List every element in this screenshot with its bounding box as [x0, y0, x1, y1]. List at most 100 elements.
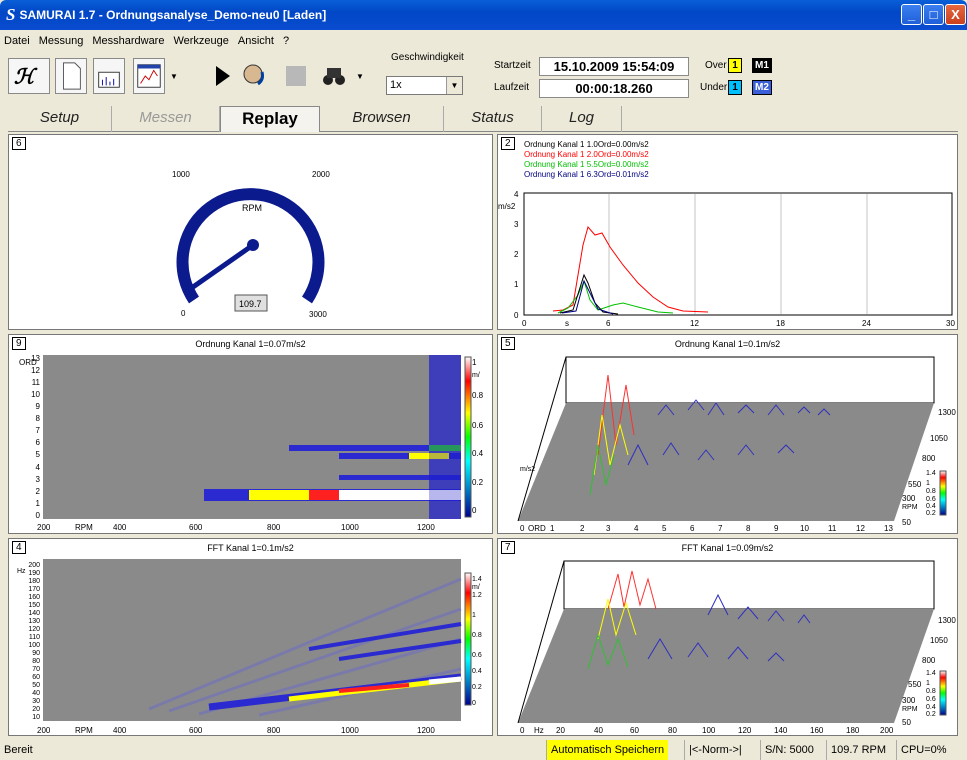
- y-tick: 160: [28, 594, 40, 601]
- x-tick: 13: [884, 524, 893, 533]
- x-tick: 12: [856, 524, 865, 533]
- x-unit: s: [565, 319, 569, 328]
- logo-icon[interactable]: ℋ: [8, 58, 50, 94]
- y-tick: 11: [32, 378, 41, 387]
- panel-number: 9: [12, 337, 26, 350]
- y-tick: 7: [36, 426, 41, 435]
- series-order-5-5: [557, 279, 674, 314]
- rpm-readout: 109.7 RPM: [826, 740, 890, 760]
- menu-messhardware[interactable]: Messhardware: [92, 35, 165, 47]
- chart-window-icon[interactable]: [133, 58, 165, 94]
- listen-icon[interactable]: [238, 58, 270, 94]
- z-tick: 800: [922, 454, 936, 463]
- tab-browsen[interactable]: Browsen: [320, 106, 444, 132]
- stop-icon[interactable]: [280, 58, 312, 94]
- x-tick: 1200: [417, 726, 435, 735]
- x-tick: 200: [37, 523, 51, 532]
- y-tick: 9: [36, 402, 41, 411]
- z-tick: 800: [922, 656, 936, 665]
- dropdown-arrow-icon[interactable]: ▼: [170, 72, 178, 81]
- speed-label: Geschwindigkeit: [391, 52, 464, 63]
- panel-title: FFT Kanal 1=0.1m/s2: [207, 543, 294, 553]
- under-label: Under: [700, 82, 728, 93]
- gauge-value: 109.7: [239, 299, 262, 309]
- x-tick: 180: [846, 726, 860, 735]
- hand-chart-icon[interactable]: [93, 58, 125, 94]
- speed-select[interactable]: 1x ▼: [386, 76, 463, 95]
- scale-tick: 0.2: [472, 478, 484, 487]
- y-tick: 170: [28, 586, 40, 593]
- x-tick: 1200: [417, 523, 435, 532]
- menu-werkzeuge[interactable]: Werkzeuge: [173, 35, 229, 47]
- run-time: 00:00:18.260: [539, 79, 689, 98]
- order-map-panel[interactable]: 9 Ordnung Kanal 1=0.07m/s2 1 m/ 0.8 0.6 …: [8, 334, 493, 534]
- y-tick: 4: [514, 190, 519, 199]
- scale-tick: 1.2: [472, 592, 482, 599]
- menu-help[interactable]: ?: [282, 35, 290, 47]
- scale-tick: 1: [472, 358, 477, 367]
- menu-ansicht[interactable]: Ansicht: [237, 35, 274, 47]
- over-label: Over: [705, 60, 727, 71]
- y-tick: 120: [28, 626, 40, 633]
- y-tick: 140: [28, 610, 40, 617]
- x-tick: 2: [580, 524, 585, 533]
- maximize-button[interactable]: □: [923, 4, 944, 25]
- legend-order-6-3: Ordnung Kanal 1 6.3Ord=0.01m/s2: [524, 170, 649, 179]
- m1-button[interactable]: M1: [752, 58, 772, 73]
- fft-waterfall-panel[interactable]: 7 FFT Kanal 1=0.09m/s2 1300 1050 800 550…: [497, 538, 958, 736]
- scale-tick: 0.8: [472, 391, 484, 400]
- z-tick: 1050: [930, 434, 948, 443]
- scale-tick: 0.8: [926, 688, 936, 695]
- gauge-needle: [190, 242, 255, 290]
- panel-number: 6: [12, 137, 26, 150]
- z-unit: RPM: [902, 706, 918, 713]
- title-bar: S SAMURAI 1.7 - Ordnungsanalyse_Demo-neu…: [0, 0, 967, 30]
- tab-setup[interactable]: Setup: [8, 106, 112, 132]
- minimize-button[interactable]: _: [901, 4, 922, 25]
- scale-tick: 0.2: [472, 684, 482, 691]
- m2-button[interactable]: M2: [752, 80, 772, 95]
- gauge-tick-3000: 3000: [309, 310, 327, 319]
- y-tick: 13: [31, 354, 40, 363]
- rpm-gauge-panel[interactable]: 6 0 1000 2000 3000 RPM 109.7: [8, 134, 493, 330]
- order-waterfall-panel[interactable]: 5 Ordnung Kanal 1=0.1m/s2 1300 1050 800 …: [497, 334, 958, 534]
- tab-log[interactable]: Log: [542, 106, 622, 132]
- panel-title: FFT Kanal 1=0.09m/s2: [681, 543, 774, 553]
- autosave-indicator[interactable]: Automatisch Speichern: [546, 740, 669, 760]
- menu-messung[interactable]: Messung: [38, 35, 84, 47]
- play-icon[interactable]: [206, 58, 238, 94]
- x-tick: 1000: [341, 726, 359, 735]
- scale-tick: 1.4: [926, 670, 936, 677]
- x-tick: 800: [267, 726, 281, 735]
- series-order-2: [552, 225, 709, 313]
- svg-text:ℋ: ℋ: [14, 66, 38, 89]
- fft-map-panel[interactable]: 4 FFT Kanal 1=0.1m/s2 1.4 m/ 1.2 1 0.8 0…: [8, 538, 493, 736]
- y-tick: 10: [32, 714, 40, 721]
- new-document-icon[interactable]: [55, 58, 87, 94]
- panel-title: Ordnung Kanal 1=0.1m/s2: [674, 339, 781, 349]
- x-tick: 30: [946, 319, 955, 328]
- z-tick: 300: [902, 494, 916, 503]
- gauge-tick-0: 0: [181, 309, 186, 318]
- x-tick: 1000: [341, 523, 359, 532]
- scale-tick: 0.2: [926, 510, 936, 517]
- order-line-panel[interactable]: 2 Ordnung Kanal 1 1.0Ord=0.00m/s2 Ordnun…: [497, 134, 958, 330]
- gauge-tick-2000: 2000: [312, 170, 330, 179]
- panel-number: 4: [12, 541, 26, 554]
- close-button[interactable]: X: [945, 4, 966, 25]
- y-tick: 1: [514, 280, 519, 289]
- dropdown-arrow-icon[interactable]: ▼: [356, 72, 364, 81]
- y-tick: 150: [28, 602, 40, 609]
- scale-tick: 1.4: [472, 576, 482, 583]
- tab-status[interactable]: Status: [444, 106, 542, 132]
- y-tick: 12: [31, 366, 40, 375]
- toolbar: ℋ ▼ ▼ Geschwindigkeit 1x ▼ Startzeit 15.1…: [8, 52, 958, 100]
- run-label: Laufzeit: [494, 82, 530, 93]
- y-unit: m/s2: [498, 202, 516, 211]
- cpu-readout: CPU=0%: [896, 740, 951, 760]
- binoculars-icon[interactable]: [318, 58, 350, 94]
- menu-datei[interactable]: Datei: [4, 35, 30, 47]
- x-tick: 6: [606, 319, 611, 328]
- z-tick: 1300: [938, 408, 956, 417]
- tab-replay[interactable]: Replay: [220, 106, 320, 132]
